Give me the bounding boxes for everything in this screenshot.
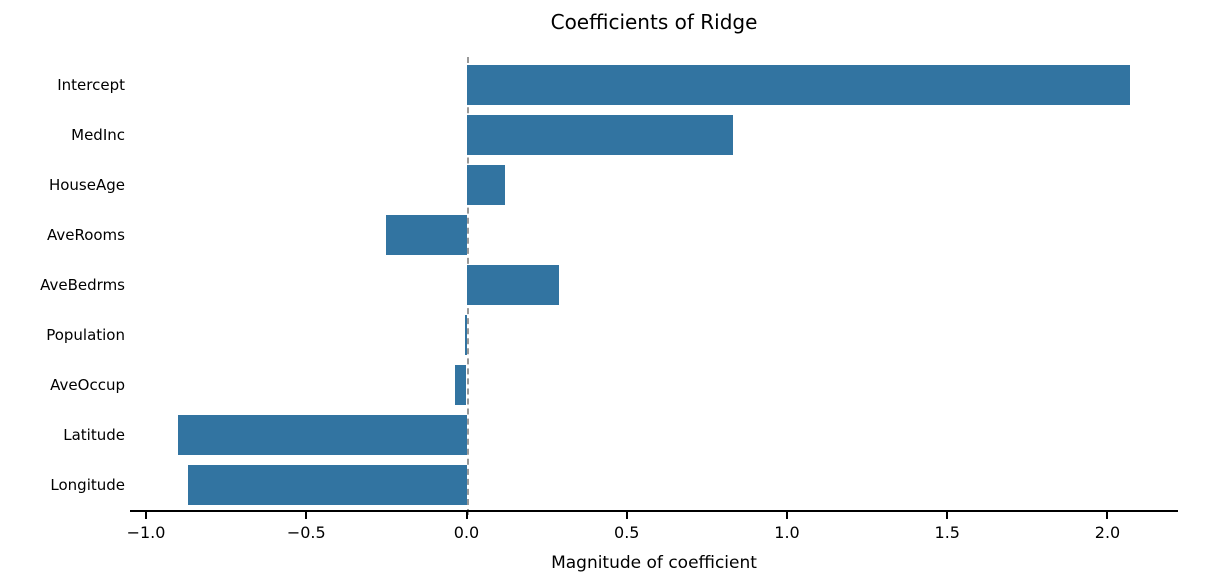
x-tick-label: −0.5 [286, 523, 326, 542]
y-tick-label: Longitude [50, 476, 125, 494]
chart-title: Coefficients of Ridge [550, 10, 758, 34]
x-tick-mark [946, 512, 949, 519]
x-tick-label: 1.0 [774, 523, 800, 542]
bar-population [464, 315, 467, 355]
bar-latitude [178, 415, 467, 455]
x-axis-spine [130, 510, 1178, 512]
y-tick-label: MedInc [71, 126, 125, 144]
y-axis-labels: Intercept MedInc HouseAge AveRooms AveBedrms… [0, 60, 125, 510]
x-tick-label: 0.5 [614, 523, 640, 542]
x-tick-mark [786, 512, 788, 519]
bar-houseage [466, 164, 505, 205]
x-tick-mark [465, 512, 468, 519]
y-tick-label: Population [46, 326, 125, 344]
y-tick-label: HouseAge [48, 176, 125, 194]
bar-aveoccup [455, 364, 467, 405]
x-tick-mark [625, 512, 628, 519]
bar-longitude [187, 464, 467, 505]
y-tick-label: AveBedrms [40, 276, 125, 294]
bar-averooms [386, 214, 467, 255]
y-tick-label: Intercept [57, 76, 125, 94]
x-tick-label: 1.5 [934, 523, 960, 542]
x-tick-mark [145, 512, 148, 519]
x-tick-label: 2.0 [1094, 523, 1121, 542]
bar-avebedrms [466, 264, 560, 305]
bar-intercept [466, 65, 1130, 105]
x-tick-mark [1106, 512, 1109, 519]
x-tick-mark [305, 512, 308, 519]
x-tick-label: −1.0 [126, 523, 166, 542]
y-tick-label: Latitude [63, 426, 125, 444]
plot-area [130, 57, 1178, 515]
x-tick-label: 0.0 [453, 523, 480, 542]
bar-medinc [466, 114, 733, 155]
x-axis-ticks: −1.0 −0.5 0.0 0.5 1.0 1.5 2.0 [126, 512, 1178, 552]
y-tick-label: AveOccup [50, 375, 125, 394]
x-axis-label: Magnitude of coefficient [551, 553, 757, 573]
y-tick-label: AveRooms [46, 225, 125, 244]
